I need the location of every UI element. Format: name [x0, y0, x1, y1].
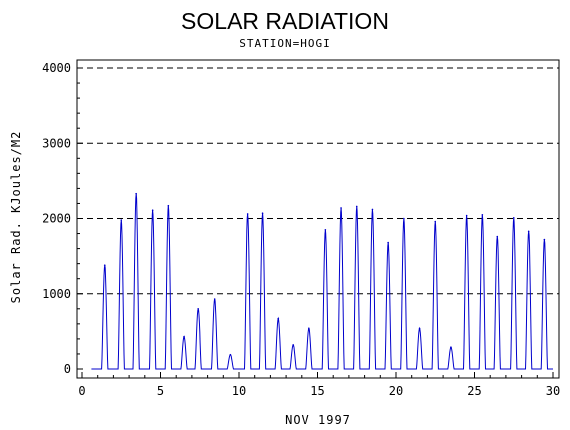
- chart-title: SOLAR RADIATION: [181, 8, 389, 34]
- chart-subtitle: STATION=HOGI: [239, 37, 330, 50]
- daily-peak-point-2: [120, 219, 123, 221]
- daily-peak-point-14: [308, 327, 310, 330]
- x-tick-label-20: 20: [389, 384, 403, 398]
- x-tick-label-0: 0: [78, 384, 85, 398]
- daily-peak-point-1: [103, 264, 106, 266]
- gridlines: [77, 67, 559, 295]
- daily-peak-point-6: [183, 335, 185, 338]
- daily-peak-point-28: [527, 230, 530, 233]
- y-tick-label-4000: 4000: [42, 61, 71, 75]
- radiation-series: [91, 192, 553, 370]
- daily-peak-point-20: [403, 217, 405, 220]
- x-tick-label-10: 10: [232, 384, 246, 398]
- daily-peak-point-23: [450, 346, 452, 348]
- daily-peak-point-15: [324, 228, 327, 231]
- daily-peak-point-21: [418, 327, 421, 330]
- daily-peak-point-16: [340, 207, 342, 209]
- daily-peak-point-5: [167, 204, 170, 207]
- x-tick-label-15: 15: [310, 384, 324, 398]
- daily-peak-point-3: [135, 192, 137, 195]
- daily-peak-point-9: [229, 353, 232, 356]
- x-tick-label-25: 25: [467, 384, 481, 398]
- daily-peak-point-26: [496, 235, 499, 238]
- y-tick-label-2000: 2000: [42, 212, 71, 226]
- daily-peak-point-19: [387, 241, 389, 244]
- daily-peak-point-25: [481, 213, 484, 216]
- daily-peak-point-18: [371, 208, 374, 211]
- y-tick-label-3000: 3000: [42, 136, 71, 150]
- daily-peak-point-7: [197, 308, 199, 310]
- x-tick-label-5: 5: [157, 384, 164, 398]
- radiation-line: [91, 193, 553, 370]
- daily-peak-point-29: [543, 238, 546, 241]
- daily-peak-point-10: [246, 213, 249, 215]
- y-tick-label-1000: 1000: [42, 287, 71, 301]
- daily-peak-point-12: [277, 317, 280, 320]
- daily-peak-point-13: [292, 344, 294, 346]
- x-tick-label-30: 30: [546, 384, 560, 398]
- daily-peak-point-27: [512, 216, 515, 219]
- daily-peak-point-4: [151, 209, 154, 212]
- x-axis-label: NOV 1997: [285, 413, 351, 427]
- y-axis-label: Solar Rad. KJoules/M2: [9, 131, 23, 304]
- daily-peak-point-8: [213, 298, 216, 300]
- axes: 0 1000 2000 3000 4000 0 5 10 15 20 25 30: [42, 59, 560, 398]
- daily-peak-point-17: [355, 205, 358, 208]
- daily-peak-point-24: [465, 214, 468, 217]
- y-tick-label-0: 0: [64, 362, 71, 376]
- daily-peak-point-22: [434, 220, 437, 223]
- daily-peak-point-11: [261, 212, 264, 215]
